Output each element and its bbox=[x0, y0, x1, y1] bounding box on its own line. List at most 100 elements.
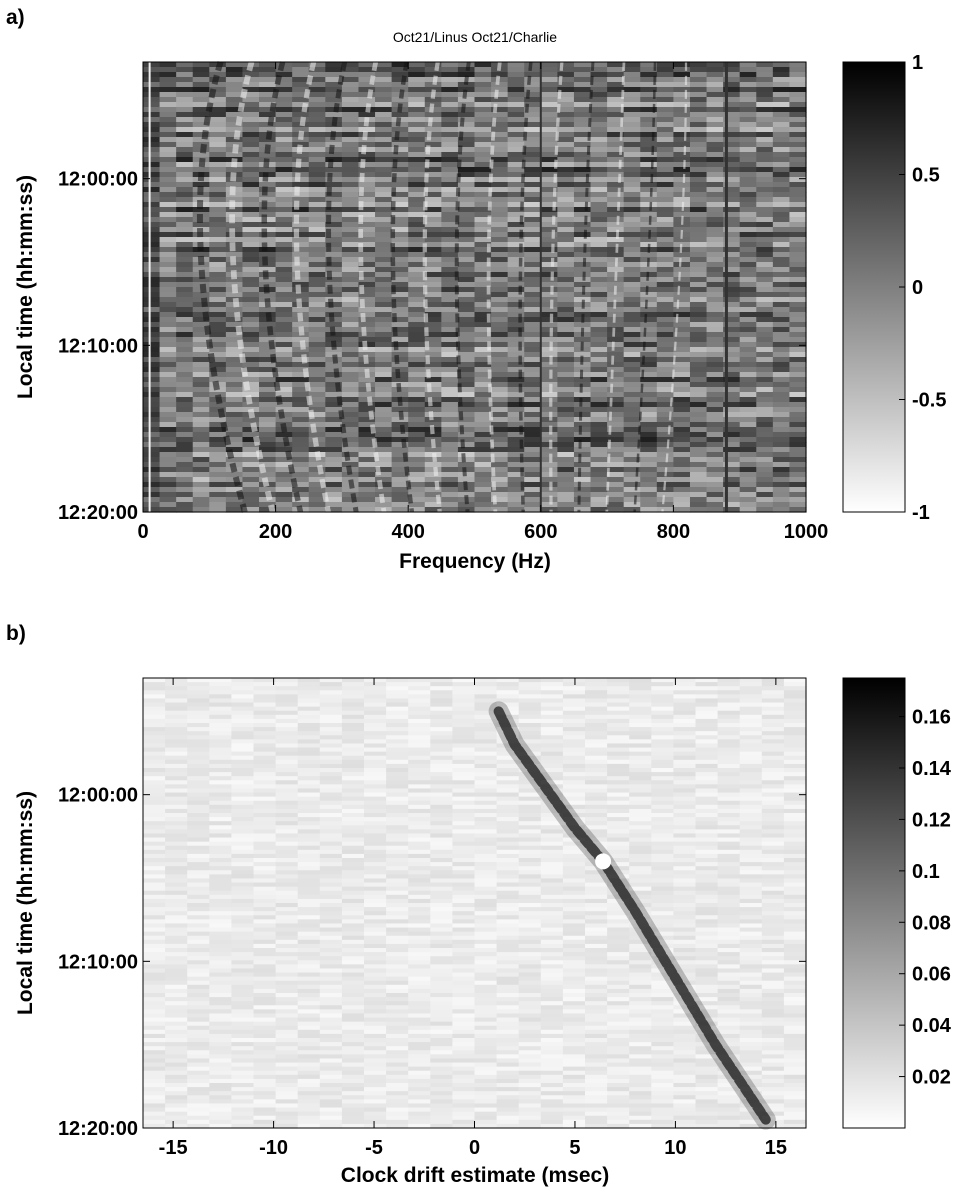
heatmap-cell bbox=[308, 357, 326, 363]
heatmap-cell bbox=[325, 497, 343, 503]
heatmap-cell bbox=[441, 492, 459, 498]
heatmap-cell bbox=[573, 72, 592, 78]
heatmap-cell bbox=[756, 112, 774, 118]
heatmap-cell bbox=[673, 147, 691, 153]
heatmap-cell bbox=[756, 392, 774, 398]
heatmap-cell bbox=[242, 237, 260, 243]
heatmap-cell bbox=[772, 292, 791, 298]
heatmap-cell bbox=[408, 197, 426, 203]
heatmap-cell bbox=[789, 262, 807, 268]
heatmap-cell bbox=[656, 202, 674, 208]
heatmap-cell bbox=[573, 447, 592, 453]
heatmap-cell bbox=[496, 804, 520, 810]
heatmap-cell bbox=[524, 137, 542, 143]
heatmap-cell bbox=[607, 772, 630, 777]
heatmap-cell bbox=[640, 387, 658, 393]
heatmap-cell bbox=[756, 447, 774, 453]
heatmap-cell bbox=[391, 142, 409, 148]
heatmap-cell bbox=[225, 222, 244, 228]
heatmap-cell bbox=[341, 177, 360, 183]
heatmap-cell bbox=[165, 698, 188, 704]
heatmap-cell bbox=[756, 167, 774, 173]
heatmap-cell bbox=[143, 387, 161, 393]
heatmap-cell bbox=[176, 427, 194, 433]
heatmap-cell bbox=[424, 332, 442, 338]
heatmap-cell bbox=[275, 127, 293, 133]
heatmap-cell bbox=[607, 813, 630, 818]
heatmap-cell bbox=[474, 377, 492, 383]
heatmap-cell bbox=[187, 768, 210, 773]
heatmap-cell bbox=[573, 127, 592, 133]
heatmap-cell bbox=[253, 849, 277, 855]
heatmap-cell bbox=[739, 127, 757, 133]
heatmap-cell bbox=[789, 497, 807, 503]
heatmap-cell bbox=[783, 727, 807, 732]
heatmap-cell bbox=[364, 796, 387, 802]
heatmap-cell bbox=[275, 72, 293, 78]
heatmap-cell bbox=[225, 267, 244, 273]
heatmap-cell bbox=[275, 172, 293, 178]
heatmap-cell bbox=[507, 397, 525, 403]
heatmap-cell bbox=[761, 813, 785, 818]
heatmap-cell bbox=[717, 772, 741, 777]
heatmap-cell bbox=[496, 710, 520, 716]
heatmap-cell bbox=[242, 117, 260, 123]
heatmap-cell bbox=[143, 307, 161, 313]
heatmap-cell bbox=[756, 502, 774, 508]
heatmap-cell bbox=[143, 739, 166, 745]
heatmap-cell bbox=[457, 502, 476, 508]
heatmap-cell bbox=[143, 152, 161, 158]
heatmap-cell bbox=[457, 227, 476, 233]
heatmap-cell bbox=[457, 302, 476, 308]
heatmap-cell bbox=[143, 714, 166, 720]
heatmap-cell bbox=[629, 772, 652, 777]
heatmap-cell bbox=[772, 457, 791, 463]
heatmap-cell bbox=[689, 197, 708, 203]
heatmap-cell bbox=[192, 407, 210, 413]
heatmap-cell bbox=[723, 202, 741, 208]
heatmap-cell bbox=[590, 492, 608, 498]
heatmap-cell bbox=[408, 841, 431, 847]
heatmap-cell bbox=[364, 804, 387, 810]
heatmap-cell bbox=[358, 187, 376, 193]
heatmap-cell bbox=[259, 442, 277, 448]
heatmap-cell bbox=[253, 841, 277, 847]
heatmap-cell bbox=[540, 317, 558, 323]
heatmap-cell bbox=[192, 362, 210, 368]
heatmap-cell bbox=[772, 427, 791, 433]
heatmap-cell bbox=[308, 482, 326, 488]
heatmap-cell bbox=[695, 702, 719, 708]
heatmap-cell bbox=[689, 462, 708, 468]
heatmap-cell bbox=[507, 217, 525, 223]
heatmap-cell bbox=[723, 147, 741, 153]
heatmap-cell bbox=[292, 242, 310, 248]
heatmap-cell bbox=[739, 147, 757, 153]
heatmap-cell bbox=[292, 382, 310, 388]
heatmap-cell bbox=[375, 317, 393, 323]
heatmap-cell bbox=[253, 808, 277, 814]
heatmap-cell bbox=[723, 212, 741, 218]
heatmap-cell bbox=[640, 417, 658, 423]
heatmap-cell bbox=[242, 492, 260, 498]
heatmap-cell bbox=[562, 690, 586, 695]
heatmap-cell bbox=[176, 447, 194, 453]
heatmap-cell bbox=[176, 317, 194, 323]
heatmap-cell bbox=[209, 107, 227, 113]
heatmap-cell bbox=[375, 312, 393, 318]
heatmap-cell bbox=[143, 829, 166, 835]
heatmap-cell bbox=[391, 72, 409, 78]
heatmap-cell bbox=[723, 142, 741, 148]
heatmap-cell bbox=[695, 686, 719, 691]
heatmap-cell bbox=[253, 759, 277, 765]
heatmap-cell bbox=[557, 82, 575, 88]
heatmap-cell bbox=[540, 92, 558, 98]
heatmap-cell bbox=[689, 352, 708, 358]
heatmap-cell bbox=[573, 432, 592, 438]
heatmap-cell bbox=[143, 347, 161, 353]
heatmap-cell bbox=[424, 162, 442, 168]
heatmap-cell bbox=[292, 462, 310, 468]
heatmap-cell bbox=[308, 377, 326, 383]
heatmap-cell bbox=[723, 282, 741, 288]
heatmap-cell bbox=[656, 62, 674, 68]
heatmap-cell bbox=[386, 727, 409, 732]
